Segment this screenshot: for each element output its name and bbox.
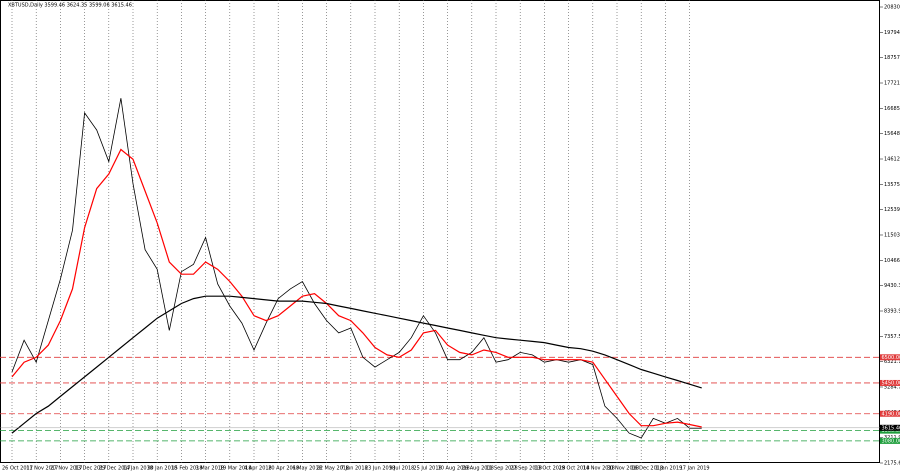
- y-tick-label: 2175.60: [884, 461, 900, 467]
- x-tick-label: 6 May 2018: [292, 466, 321, 472]
- y-tick-label: 19794.26: [884, 30, 900, 36]
- level-label-box: [880, 379, 900, 386]
- y-tick-label: 13575.91: [884, 182, 900, 188]
- y-tick-label: 11503.13: [884, 232, 900, 238]
- series-line: [11, 98, 702, 439]
- last-price-label: 3615.46: [882, 425, 900, 431]
- level-label: 5450.00: [882, 380, 900, 386]
- y-tick-label: 5284.78: [884, 384, 900, 390]
- x-tick-label: 27 Nov 2017: [50, 466, 82, 472]
- x-tick-label: 10 Aug 2018: [438, 466, 470, 472]
- x-tick-label: 17 Jan 2019: [680, 466, 710, 472]
- x-tick-label: 22 May 2018: [317, 466, 350, 472]
- x-tick-label: 4 Apr 2018: [244, 466, 272, 472]
- plot-frame: [0, 0, 880, 463]
- y-tick-label: 17721.47: [884, 81, 900, 87]
- x-tick-label: 30 Jan 2018: [147, 466, 177, 472]
- x-tick-label: 7 Jun 2018: [341, 466, 368, 472]
- x-tick-label: 26 Oct 2017: [2, 466, 33, 472]
- x-tick-label: 26 Aug 2018: [462, 466, 494, 472]
- y-tick-label: 14612.30: [884, 157, 900, 163]
- y-tick-label: 8393.95: [884, 309, 900, 315]
- series-line: [11, 148, 702, 428]
- y-tick-label: 15648.69: [884, 131, 900, 137]
- level-label-box: [880, 354, 900, 361]
- x-tick-label: 13 Oct 2018: [534, 466, 565, 472]
- y-tick-label: 9430.34: [884, 283, 900, 289]
- x-tick-label: 1 Jan 2019: [655, 466, 682, 472]
- x-tick-label: 19 Mar 2018: [220, 466, 252, 472]
- x-tick-label: 20 Apr 2018: [268, 466, 299, 472]
- y-tick-label: 6321.17: [884, 359, 900, 365]
- x-tick-label: 11 Sep 2018: [486, 466, 518, 472]
- level-label: 4190.00: [882, 411, 900, 417]
- x-tick-label: 29 Dec 2017: [99, 466, 131, 472]
- series-line: [11, 295, 702, 434]
- level-label: 3500.00: [882, 428, 900, 434]
- x-tick-label: 25 Jul 2018: [413, 466, 441, 472]
- chart-title: XBTUSD,Daily 3599.46 3624.35 3599.06 361…: [8, 3, 132, 9]
- x-tick-label: 13 Dec 2017: [75, 466, 107, 472]
- level-label: 6500.00: [882, 355, 900, 361]
- level-label-box: [880, 437, 900, 444]
- x-tick-label: 9 Jul 2018: [389, 466, 414, 472]
- level-label: 3080.00: [882, 438, 900, 444]
- x-tick-label: 30 Nov 2018: [607, 466, 639, 472]
- x-tick-label: 29 Oct 2018: [559, 466, 590, 472]
- x-tick-label: 14 Jan 2018: [123, 466, 153, 472]
- x-tick-label: 14 Nov 2018: [583, 466, 615, 472]
- x-tick-label: 11 Nov 2017: [26, 466, 58, 472]
- y-tick-label: 16685.08: [884, 106, 900, 112]
- level-label-box: [880, 410, 900, 417]
- y-tick-label: 20830.65: [884, 5, 900, 11]
- y-tick-label: 7357.56: [884, 334, 900, 340]
- y-tick-label: 18757.86: [884, 55, 900, 61]
- last-price-box: [880, 424, 900, 431]
- x-tick-label: 27 Sep 2018: [510, 466, 542, 472]
- x-tick-label: 23 Jun 2018: [365, 466, 395, 472]
- x-tick-label: 15 Feb 2018: [171, 466, 202, 472]
- y-tick-label: 10466.73: [884, 258, 900, 264]
- y-tick-label: 12539.52: [884, 207, 900, 213]
- x-tick-label: 16 Dec 2018: [631, 466, 663, 472]
- x-tick-label: 3 Mar 2018: [196, 466, 225, 472]
